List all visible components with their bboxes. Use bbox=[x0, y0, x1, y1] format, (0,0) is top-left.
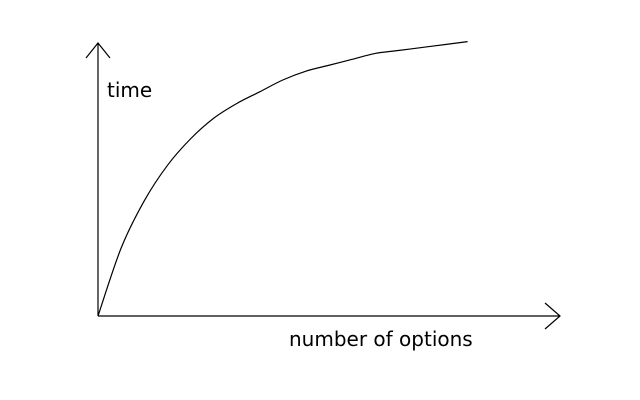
x-axis-label: number of options bbox=[289, 327, 473, 351]
series-line bbox=[97, 41, 468, 317]
x-axis-arrow bbox=[544, 302, 561, 330]
y-axis-label: time bbox=[107, 78, 152, 102]
y-axis-arrow bbox=[85, 42, 111, 59]
